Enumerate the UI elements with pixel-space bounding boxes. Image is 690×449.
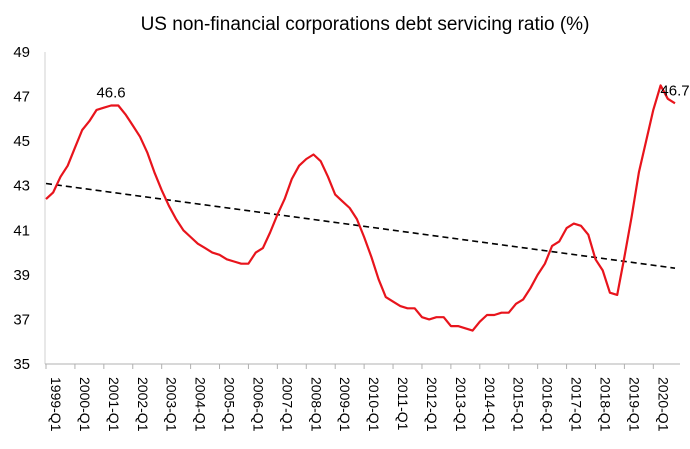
x-tick-label-2018-Q1: 2018-Q1 <box>597 377 613 432</box>
data-label-46.7: 46.7 <box>660 82 689 99</box>
y-tick-label-47: 47 <box>13 89 30 106</box>
x-tick-label-2011-Q1: 2011-Q1 <box>395 377 411 431</box>
y-tick-label-43: 43 <box>13 178 30 195</box>
x-tick-label-2005-Q1: 2005-Q1 <box>222 377 238 432</box>
x-axis-ticks: 1999-Q1 2000-Q1 2001-Q1 2002-Q1 2003-Q1 2004-… <box>45 364 671 432</box>
x-tick-label-2003-Q1: 2003-Q1 <box>164 377 180 432</box>
data-label-46.6: 46.6 <box>96 84 125 101</box>
x-tick-label-2015-Q1: 2015-Q1 <box>511 377 527 432</box>
y-tick-label-39: 39 <box>13 267 30 284</box>
x-tick-label-2014-Q1: 2014-Q1 <box>482 377 498 432</box>
y-tick-label-35: 35 <box>13 356 30 373</box>
x-tick-label-2017-Q1: 2017-Q1 <box>569 377 585 432</box>
debt-servicing-ratio-line <box>45 84 676 332</box>
series-layer <box>45 84 676 332</box>
y-tick-label-41: 41 <box>13 222 30 239</box>
x-tick-label-2013-Q1: 2013-Q1 <box>453 377 469 432</box>
x-tick-label-2012-Q1: 2012-Q1 <box>424 377 440 432</box>
x-tick-label-2006-Q1: 2006-Q1 <box>250 377 266 432</box>
x-tick-label-2007-Q1: 2007-Q1 <box>279 377 295 432</box>
x-tick-label-2002-Q1: 2002-Q1 <box>135 377 151 432</box>
x-tick-label-2008-Q1: 2008-Q1 <box>308 377 324 432</box>
x-tick-label-2000-Q1: 2000-Q1 <box>77 377 93 432</box>
trend-line <box>45 182 676 269</box>
x-tick-label-2016-Q1: 2016-Q1 <box>540 377 556 432</box>
chart-title: US non-financial corporations debt servi… <box>141 14 590 35</box>
y-tick-label-45: 45 <box>13 133 30 150</box>
x-tick-label-2020-Q1: 2020-Q1 <box>655 377 671 432</box>
annotation-layer: 46.6 46.7 <box>96 82 689 101</box>
y-tick-label-37: 37 <box>13 311 30 328</box>
x-tick-label-2001-Q1: 2001-Q1 <box>106 377 122 432</box>
x-tick-label-2009-Q1: 2009-Q1 <box>337 377 353 432</box>
y-axis-ticks: 35 37 39 41 43 45 47 49 <box>13 44 30 373</box>
x-tick-label-2004-Q1: 2004-Q1 <box>193 377 209 432</box>
x-tick-label-2010-Q1: 2010-Q1 <box>366 377 382 432</box>
x-tick-label-1999-Q1: 1999-Q1 <box>48 377 64 432</box>
y-tick-label-49: 49 <box>13 44 30 61</box>
x-tick-label-2019-Q1: 2019-Q1 <box>626 377 642 432</box>
